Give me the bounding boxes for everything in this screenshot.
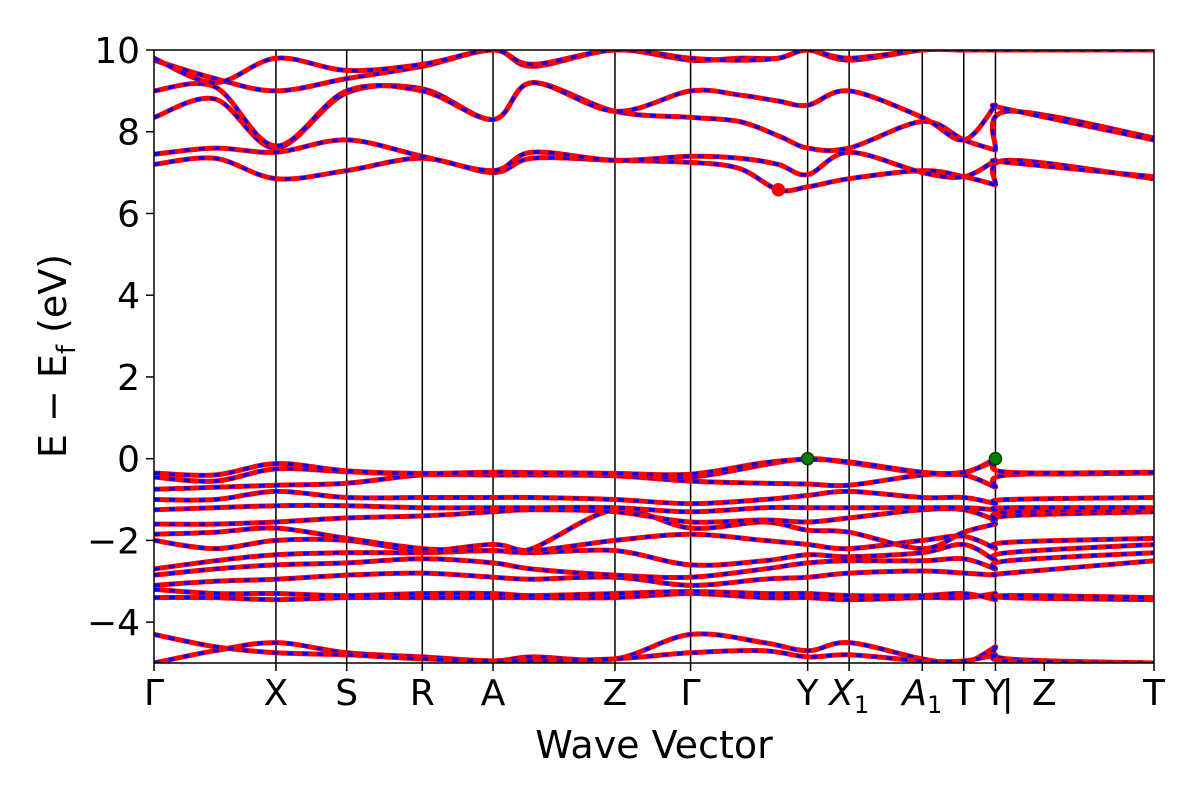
- band-5-spin-down: [154, 550, 1154, 580]
- y-tick-label-6: 8: [117, 113, 140, 154]
- x-axis-label: Wave Vector: [535, 723, 773, 767]
- kpoint-label-6: Γ: [681, 673, 701, 714]
- kpoint-label-0: Γ: [144, 673, 164, 714]
- y-tick-label-7: 10: [94, 31, 140, 72]
- band-3-spin-down: [154, 587, 1154, 602]
- y-tick-label-0: −4: [87, 603, 140, 644]
- kpoint-label-4: A: [481, 673, 506, 714]
- vbm-marker-1: [800, 451, 815, 466]
- band-16-spin-down: [154, 138, 1154, 180]
- band-7-spin-down: [154, 532, 1154, 553]
- y-tick-label-3: 2: [117, 358, 140, 399]
- y-tick-label-1: −2: [87, 521, 140, 562]
- y-axis-label: E − Ef (eV): [31, 254, 82, 458]
- band-4-spin-down: [154, 559, 1154, 588]
- band-18-spin-down: [154, 80, 1154, 148]
- kpoint-label-8: X1: [827, 673, 869, 719]
- y-tick-label-4: 4: [117, 276, 140, 317]
- y-axis-label-main: E − E: [31, 354, 75, 458]
- y-axis-ticks: −4 −2 0 2 4 6 8 10: [87, 31, 154, 644]
- cbm-marker: [771, 183, 786, 197]
- bands: [154, 50, 1154, 663]
- kpoint-label-12: |: [1002, 673, 1014, 714]
- kpoint-label-5: Z: [603, 673, 628, 714]
- y-tick-label-2: 0: [117, 440, 140, 481]
- x-axis-ticks: Γ X S R A Z Γ Y X1 A1 T Y| Z T: [144, 663, 1166, 719]
- y-axis-label-unit: (eV): [31, 254, 75, 345]
- y-axis-label-sub: f: [52, 344, 82, 354]
- kpoint-label-11: Y: [983, 673, 1007, 714]
- kpoint-label-2: S: [335, 673, 358, 714]
- band-12-spin-down: [154, 471, 1154, 492]
- vbm-marker-2: [988, 451, 1003, 466]
- band-10-spin-down: [154, 503, 1154, 514]
- kpoint-label-1: X: [264, 673, 289, 714]
- kpoint-label-9: A1: [900, 673, 942, 719]
- kpoint-label-10: T: [952, 673, 976, 714]
- extrema-markers: [771, 183, 1003, 466]
- band-11-spin-down: [154, 489, 1154, 506]
- band-17-spin-down: [154, 80, 1154, 153]
- y-tick-label-5: 6: [117, 194, 140, 235]
- band-6-spin-down: [154, 542, 1154, 571]
- kpoint-label-13: Z: [1032, 673, 1057, 714]
- kpoint-label-7: Y: [796, 673, 820, 714]
- band-20-spin-up: [154, 50, 1154, 86]
- kpoint-label-3: R: [410, 673, 435, 714]
- band-0-spin-down: [154, 632, 1154, 663]
- kpoint-label-14: T: [1142, 673, 1166, 714]
- plot-frame: [153, 49, 1155, 664]
